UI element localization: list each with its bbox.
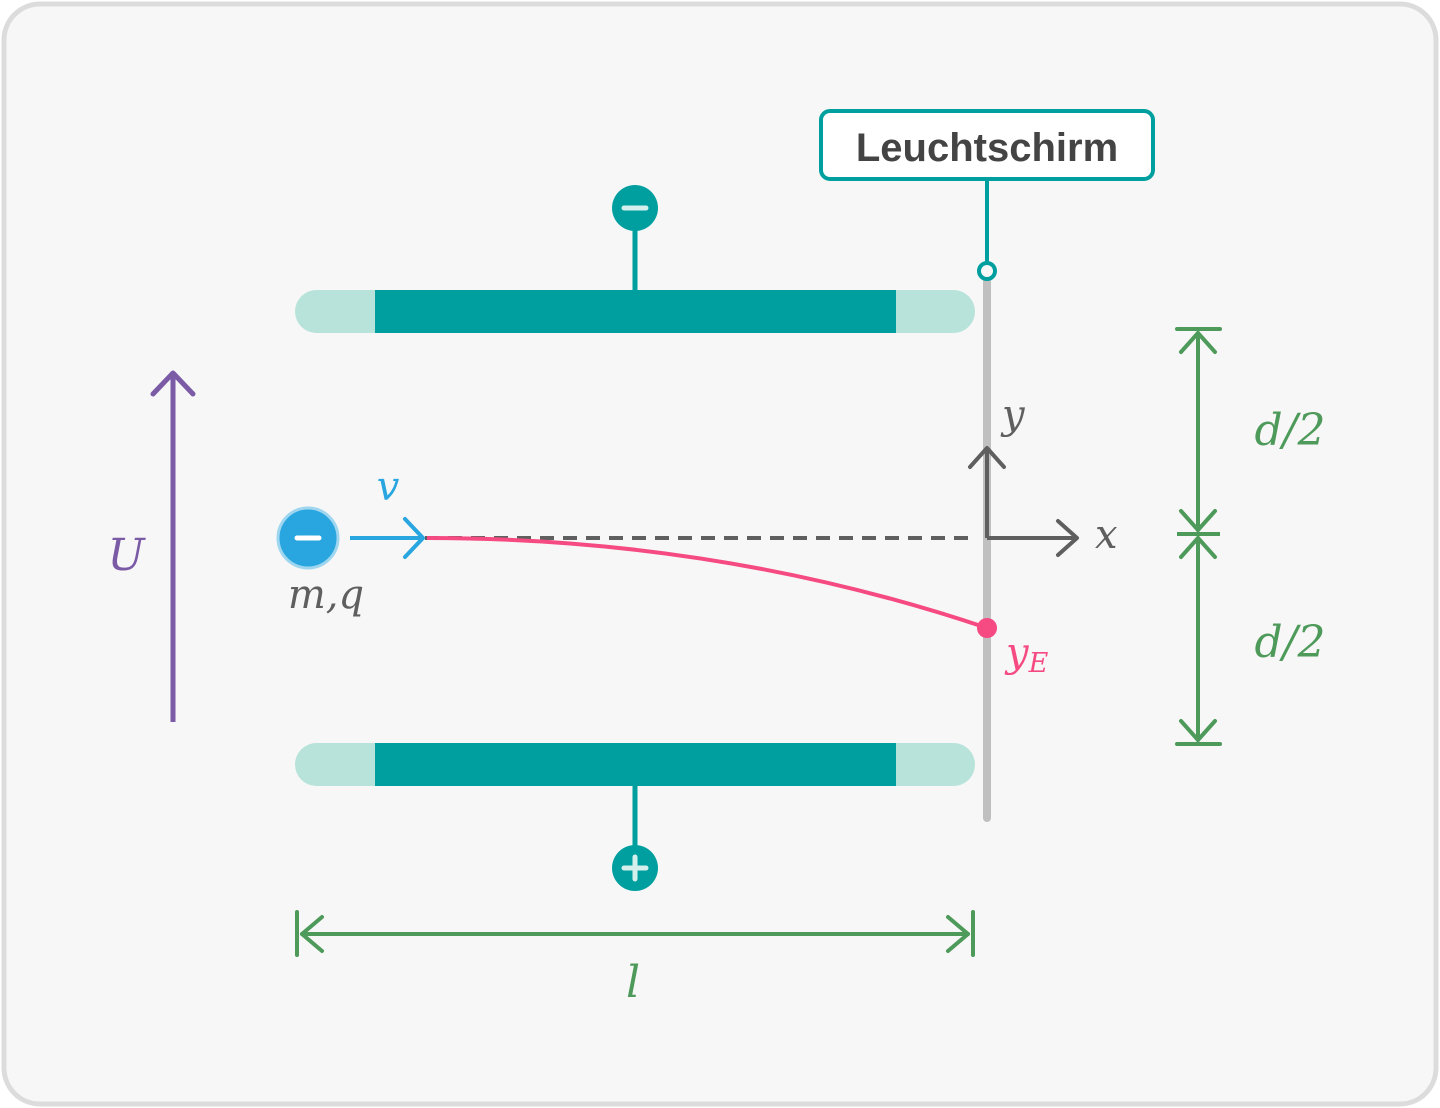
half-distance-label-top: d/2 xyxy=(1255,405,1326,456)
exit-y-label: yE xyxy=(1004,630,1049,679)
bottom-plate xyxy=(295,743,975,891)
top-plate xyxy=(295,185,975,333)
x-axis-label: x xyxy=(1095,512,1118,558)
length-dimension xyxy=(295,910,975,957)
voltage-label: U xyxy=(107,530,146,581)
plus-icon xyxy=(612,845,658,891)
exit-point xyxy=(977,618,997,638)
velocity-label: v xyxy=(377,464,400,510)
coordinate-axes xyxy=(968,446,1079,557)
y-axis-label: y xyxy=(1000,392,1026,438)
screen-label: Leuchtschirm xyxy=(856,126,1118,170)
electron-minus-icon xyxy=(276,506,340,570)
screen-label-box xyxy=(819,109,1155,181)
velocity-arrow-head xyxy=(403,517,425,559)
length-label: l xyxy=(626,957,640,1008)
minus-icon xyxy=(612,185,658,231)
trajectory-curve xyxy=(426,536,988,630)
half-distance-dimension-bottom xyxy=(1175,536,1222,746)
half-distance-label-bottom: d/2 xyxy=(1255,617,1326,668)
voltage-arrow-head xyxy=(150,370,196,397)
mass-charge-label: m,q xyxy=(288,572,364,618)
half-distance-dimension-top xyxy=(1175,327,1222,532)
screen-pointer-dot xyxy=(977,261,997,281)
